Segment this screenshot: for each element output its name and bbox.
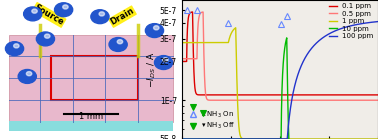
Y-axis label: $-I_{DS}$ / A: $-I_{DS}$ / A	[146, 51, 158, 88]
1 ppm	[211, 42, 215, 44]
10 ppm	[270, 138, 275, 139]
1 ppm	[272, 138, 276, 139]
0.5 ppm	[180, 58, 184, 59]
Circle shape	[163, 58, 168, 62]
0.5 ppm	[218, 99, 223, 101]
1 ppm	[226, 41, 231, 43]
Text: Source: Source	[33, 3, 65, 27]
10 ppm	[180, 138, 184, 139]
Circle shape	[91, 10, 109, 24]
Circle shape	[45, 34, 50, 38]
0.5 ppm	[211, 99, 216, 101]
10 ppm	[226, 138, 231, 139]
Circle shape	[117, 40, 123, 44]
Circle shape	[23, 7, 42, 21]
0.5 ppm	[251, 99, 255, 101]
100 ppm	[180, 138, 184, 139]
Circle shape	[54, 3, 73, 17]
Circle shape	[109, 38, 127, 51]
Circle shape	[14, 44, 19, 48]
100 ppm	[218, 138, 223, 139]
0.1 ppm	[180, 61, 184, 62]
Circle shape	[36, 32, 54, 46]
1 ppm	[270, 138, 275, 139]
0.5 ppm	[211, 99, 215, 101]
1 ppm	[180, 42, 184, 44]
Circle shape	[63, 5, 68, 9]
10 ppm	[211, 138, 215, 139]
1 ppm	[218, 42, 223, 44]
0.1 ppm	[226, 94, 231, 96]
Circle shape	[155, 56, 173, 70]
Circle shape	[26, 72, 32, 76]
0.5 ppm	[229, 99, 234, 101]
100 ppm	[270, 138, 275, 139]
Circle shape	[18, 70, 36, 83]
0.1 ppm	[251, 94, 255, 96]
10 ppm	[218, 138, 223, 139]
0.1 ppm	[211, 94, 216, 96]
0.5 ppm	[226, 99, 231, 101]
Circle shape	[99, 12, 104, 16]
Line: 1 ppm: 1 ppm	[182, 28, 378, 139]
1 ppm	[251, 138, 255, 139]
10 ppm	[251, 138, 255, 139]
100 ppm	[226, 138, 231, 139]
Text: Drain: Drain	[109, 6, 136, 27]
Circle shape	[146, 24, 164, 38]
Circle shape	[153, 26, 159, 30]
100 ppm	[251, 138, 255, 139]
0.5 ppm	[201, 11, 205, 13]
10 ppm	[211, 138, 216, 139]
1 ppm	[234, 27, 238, 29]
Circle shape	[32, 9, 37, 13]
Text: 1 mm: 1 mm	[79, 112, 103, 121]
0.5 ppm	[376, 99, 378, 101]
Legend: $\vartriangle$ NH$_3$ On, $\blacktriangledown$ NH$_3$ Off: $\vartriangle$ NH$_3$ On, $\blacktriangl…	[187, 107, 238, 134]
1 ppm	[211, 42, 216, 44]
100 ppm	[211, 138, 216, 139]
Line: 10 ppm: 10 ppm	[182, 38, 378, 139]
0.1 ppm	[190, 11, 195, 13]
0.5 ppm	[270, 99, 275, 101]
Polygon shape	[9, 121, 173, 131]
Line: 0.1 ppm: 0.1 ppm	[182, 12, 378, 95]
0.1 ppm	[211, 94, 215, 96]
Line: 0.5 ppm: 0.5 ppm	[182, 12, 378, 100]
Line: 100 ppm: 100 ppm	[182, 22, 378, 139]
0.1 ppm	[270, 94, 275, 96]
1 ppm	[376, 138, 378, 139]
100 ppm	[376, 21, 378, 22]
0.1 ppm	[218, 94, 223, 96]
10 ppm	[285, 37, 289, 39]
0.1 ppm	[376, 94, 378, 96]
Polygon shape	[9, 35, 173, 122]
0.1 ppm	[218, 94, 223, 96]
Circle shape	[5, 42, 23, 56]
100 ppm	[211, 138, 215, 139]
